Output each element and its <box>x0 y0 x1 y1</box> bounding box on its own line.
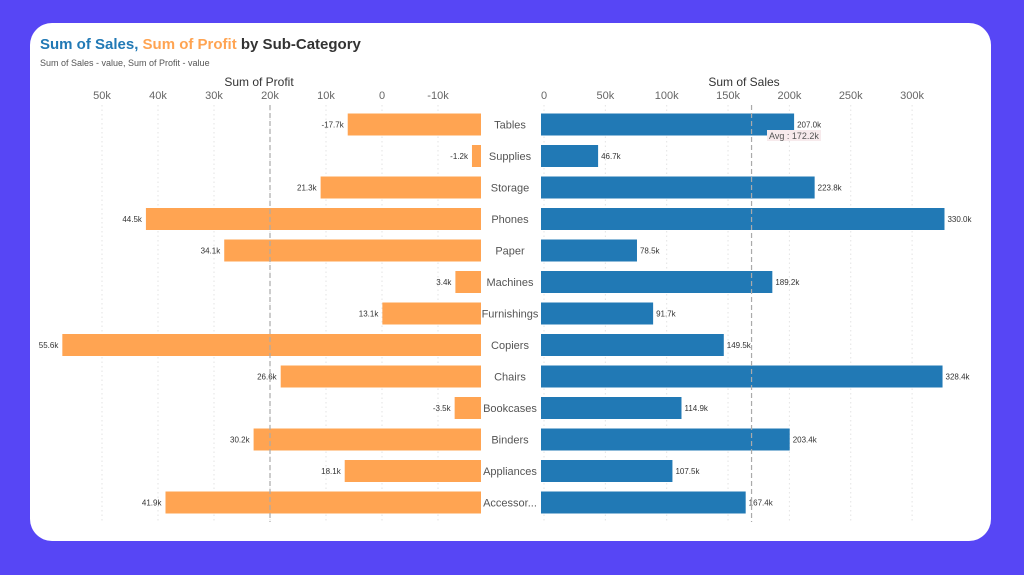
sales-data-label: 328.4k <box>946 373 971 382</box>
sales-bar <box>541 176 815 199</box>
profit-tick-label: 20k <box>261 90 279 102</box>
profit-data-label: -3.5k <box>433 404 452 413</box>
sales-bar <box>541 397 682 419</box>
sales-data-label: 223.8k <box>818 184 843 193</box>
category-label: Chairs <box>494 372 526 384</box>
profit-data-label: 26.6k <box>257 373 278 382</box>
category-label: Accessor... <box>483 498 537 510</box>
title-sales: Sum of Sales <box>40 36 135 53</box>
profit-tick-label: 50k <box>93 90 111 102</box>
sales-data-label: 91.7k <box>656 310 677 319</box>
category-label: Binders <box>491 435 529 447</box>
category-label: Paper <box>495 246 525 258</box>
sales-tick-label: 300k <box>900 90 924 102</box>
sales-bar <box>541 428 790 451</box>
profit-data-label: 44.5k <box>122 215 143 224</box>
sales-bar <box>541 145 599 167</box>
sales-data-label: 167.4k <box>749 499 774 508</box>
profit-tick-label: -10k <box>427 90 449 102</box>
sales-bar <box>541 365 943 388</box>
profit-bar <box>253 428 481 451</box>
profit-bar <box>471 145 481 167</box>
profit-bar <box>344 460 481 482</box>
sales-tick-label: 100k <box>655 90 679 102</box>
chart-title: Sum of Sales, Sum of Profit by Sub-Categ… <box>40 36 361 53</box>
profit-bar <box>320 176 481 199</box>
profit-bar <box>62 334 481 356</box>
sales-bar <box>541 271 773 293</box>
profit-bar <box>347 113 481 136</box>
profit-tick-label: 10k <box>317 90 335 102</box>
sales-tick-label: 200k <box>777 90 801 102</box>
sales-data-label: 149.5k <box>727 341 752 350</box>
sales-axis-title: Sum of Sales <box>708 75 779 89</box>
profit-bar <box>280 365 481 388</box>
title-separator: , <box>134 36 143 53</box>
profit-bar <box>165 491 482 514</box>
sales-data-label: 107.5k <box>675 467 700 476</box>
sales-bar <box>541 239 637 262</box>
profit-data-label: 34.1k <box>201 247 222 256</box>
sales-data-label: 114.9k <box>684 404 708 413</box>
sales-data-label: 78.5k <box>640 247 661 256</box>
profit-data-label: 55.6k <box>39 341 60 350</box>
sales-data-label: 203.4k <box>793 436 818 445</box>
sales-data-label: 46.7k <box>601 152 622 161</box>
category-label: Copiers <box>491 340 529 352</box>
profit-data-label: 18.1k <box>321 467 342 476</box>
category-label: Machines <box>486 277 534 289</box>
sales-tick-label: 0 <box>541 90 547 102</box>
chart-subtitle: Sum of Sales - value, Sum of Profit - va… <box>40 58 210 68</box>
sales-bar <box>541 208 945 230</box>
sales-data-label: 330.0k <box>947 215 972 224</box>
profit-data-label: 30.2k <box>230 436 251 445</box>
profit-data-label: -1.2k <box>450 152 469 161</box>
sales-average-label: Avg : 172.2k <box>769 131 819 141</box>
profit-bar <box>224 239 482 262</box>
profit-bar <box>145 208 482 230</box>
category-label: Phones <box>491 214 529 226</box>
chart-card: Sum of Sales, Sum of Profit by Sub-Categ… <box>30 23 991 541</box>
title-profit: Sum of Profit <box>142 36 237 53</box>
category-label: Bookcases <box>483 403 537 415</box>
sales-data-label: 207.0k <box>797 121 822 130</box>
sales-bar <box>541 334 724 356</box>
profit-data-label: 41.9k <box>142 499 163 508</box>
category-label: Tables <box>494 120 526 132</box>
title-suffix: by Sub-Category <box>236 36 361 53</box>
sales-tick-label: 250k <box>839 90 863 102</box>
category-label: Supplies <box>489 151 532 163</box>
sales-bar <box>541 113 795 136</box>
profit-tick-label: 0 <box>379 90 385 102</box>
sales-bar <box>541 302 654 325</box>
profit-tick-label: 30k <box>205 90 223 102</box>
profit-bar <box>455 271 481 293</box>
profit-bar <box>454 397 481 419</box>
sales-bar <box>541 460 673 482</box>
sales-bar <box>541 491 746 514</box>
average-label-background <box>767 130 821 141</box>
profit-data-label: -17.7k <box>321 121 344 130</box>
sales-data-label: 189.2k <box>775 278 800 287</box>
profit-data-label: 13.1k <box>359 310 380 319</box>
profit-axis-title: Sum of Profit <box>224 75 294 89</box>
category-label: Storage <box>491 183 530 195</box>
profit-data-label: 3.4k <box>436 278 452 287</box>
profit-tick-label: 40k <box>149 90 167 102</box>
category-label: Appliances <box>483 466 537 478</box>
category-label: Furnishings <box>482 309 539 321</box>
sales-tick-label: 50k <box>596 90 614 102</box>
sales-tick-label: 150k <box>716 90 740 102</box>
profit-data-label: 21.3k <box>297 184 318 193</box>
profit-bar <box>382 302 481 325</box>
